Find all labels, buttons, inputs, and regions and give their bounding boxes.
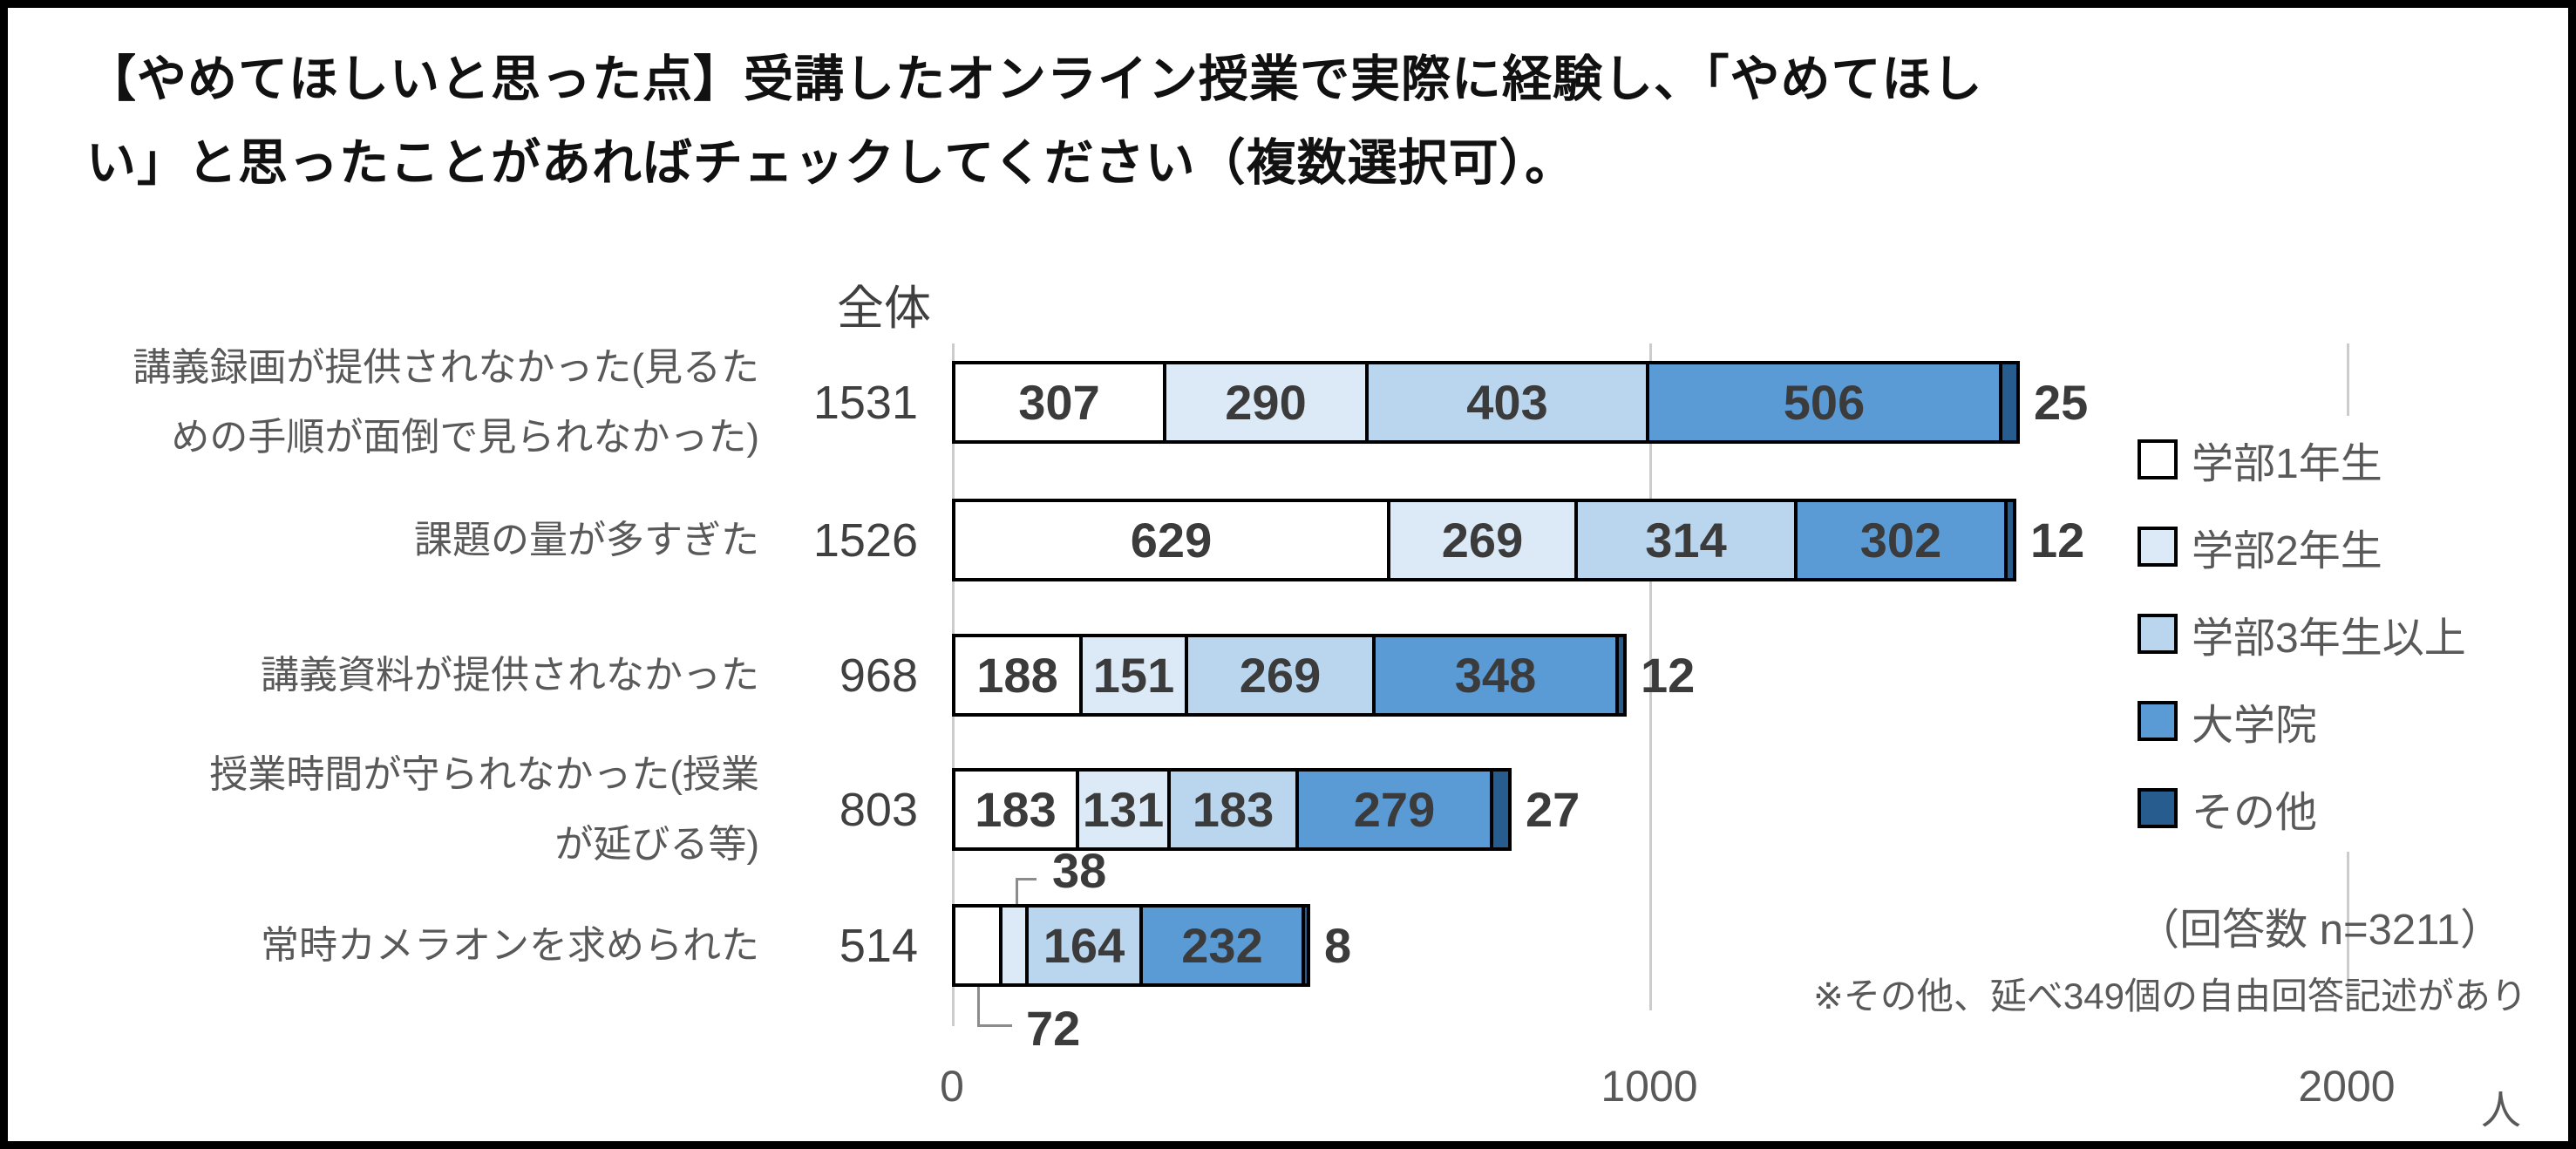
segment-value-label: 269 (1239, 647, 1322, 703)
segment-value-label: 183 (1192, 781, 1274, 837)
legend: 学部1年生学部2年生学部3年生以上 大学院その他 (2122, 416, 2568, 852)
bar-segment-大学院: 348 (1376, 634, 1619, 717)
legend-swatch-icon (2138, 527, 2178, 567)
gridline-1000 (1649, 343, 1652, 1010)
bar-segment-学部3年生以上: 269 (1188, 634, 1376, 717)
total-value-label: 1526 (812, 514, 918, 567)
end-value-label: 12 (1641, 648, 1696, 703)
bar-segment-学部2年生: 131 (1079, 768, 1171, 851)
total-value-label: 968 (839, 649, 918, 702)
segment-value-label: 307 (1018, 374, 1100, 430)
chart-title-line1: 【やめてほしいと思った点】受講したオンライン授業で実際に経験し、「やめてほし (86, 51, 1983, 107)
segment-value-label: 348 (1454, 647, 1537, 703)
bar-segment-大学院: 506 (1649, 361, 2002, 444)
segment-value-label: 131 (1082, 781, 1165, 837)
legend-label: 学部1年生 (2192, 441, 2382, 487)
legend-label: 学部3年生以上 (2192, 615, 2466, 662)
end-value-label: 25 (2034, 375, 2089, 430)
bar-segment-その他 (1619, 634, 1627, 717)
segment-value-label: 629 (1130, 512, 1213, 568)
bar-segment-その他 (2008, 499, 2016, 581)
end-value-label: 12 (2030, 513, 2085, 568)
segment-value-label: 279 (1353, 781, 1436, 837)
bar-segment-学部2年生: 269 (1390, 499, 1578, 581)
category-label: 授業時間が守られなかった(授業 が延びる等) (209, 753, 759, 866)
total-value-label: 1531 (812, 377, 918, 429)
segment-value-label: 290 (1225, 374, 1307, 430)
category-label: 講義録画が提供されなかった(見るた めの手順が面倒で見られなかった) (133, 346, 759, 459)
legend-item-学部1年生: 学部1年生 (2122, 416, 2568, 503)
legend-item-学部3年生以上: 学部3年生以上 (2122, 590, 2568, 677)
bar-segment-大学院: 232 (1143, 904, 1305, 987)
bar-segment-その他 (1305, 904, 1310, 987)
segment-value-label: 314 (1645, 512, 1727, 568)
legend-swatch-icon (2138, 439, 2178, 479)
legend-label: その他 (2192, 790, 2318, 836)
chart-title: 【やめてほしいと思った点】受講したオンライン授業で実際に経験し、「やめてほし い… (86, 37, 2527, 205)
legend-swatch-icon (2138, 614, 2178, 654)
bar-segment-学部1年生: 183 (952, 768, 1079, 851)
callout-leader-line (977, 1024, 1012, 1027)
total-value-label: 514 (839, 920, 918, 972)
bar-segment-学部1年生: 188 (952, 634, 1083, 717)
x-axis-tick-0: 0 (940, 1062, 964, 1111)
bar-segment-学部3年生以上: 314 (1578, 499, 1798, 581)
callout-value-label: 72 (1026, 1001, 1081, 1056)
bar-segment-その他 (2002, 361, 2020, 444)
end-value-label: 27 (1526, 782, 1580, 837)
legend-item-大学院: 大学院 (2122, 677, 2568, 765)
legend-label: 大学院 (2192, 703, 2318, 749)
legend-swatch-icon (2138, 788, 2178, 828)
x-axis-tick-2000: 2000 (2298, 1062, 2396, 1111)
segment-value-label: 232 (1181, 917, 1263, 973)
bar-segment-学部2年生: 290 (1166, 361, 1369, 444)
legend-swatch-icon (2138, 701, 2178, 741)
category-label: 講義資料が提供されなかった (261, 654, 759, 697)
segment-value-label: 188 (976, 647, 1058, 703)
callout-leader-line (977, 987, 980, 1027)
segment-value-label: 302 (1859, 512, 1942, 568)
total-column-header: 全体 (837, 282, 931, 335)
x-axis-tick-1000: 1000 (1601, 1062, 1698, 1111)
x-axis-unit-label: 人 (2481, 1087, 2521, 1132)
bar-segment-その他 (1493, 768, 1512, 851)
segment-value-label: 183 (975, 781, 1057, 837)
respondents-count-note: （回答数 n=3211） (2137, 907, 2503, 954)
legend-item-その他: その他 (2122, 765, 2568, 852)
bar-segment-学部1年生 (952, 904, 1003, 987)
segment-value-label: 403 (1466, 374, 1548, 430)
segment-value-label: 164 (1043, 917, 1125, 973)
chart-title-line2: い」と思ったことがあればチェックしてください（複数選択可）。 (86, 135, 1576, 191)
callout-value-label: 38 (1052, 843, 1107, 898)
end-value-label: 8 (1324, 918, 1352, 973)
other-answers-note: ※その他、延べ349個の自由回答記述があり (1812, 976, 2527, 1016)
total-value-label: 803 (839, 784, 918, 836)
segment-value-label: 506 (1783, 374, 1866, 430)
callout-leader-line (1016, 878, 1037, 880)
bar-segment-学部3年生以上: 183 (1171, 768, 1299, 851)
bar-segment-大学院: 279 (1299, 768, 1493, 851)
callout-leader-line (1016, 878, 1018, 904)
bar-segment-学部2年生: 151 (1083, 634, 1188, 717)
legend-item-学部2年生: 学部2年生 (2122, 503, 2568, 590)
bar-segment-学部3年生以上: 164 (1029, 904, 1143, 987)
legend-label: 学部2年生 (2192, 528, 2382, 574)
bar-segment-学部2年生 (1003, 904, 1029, 987)
category-label: 課題の量が多すぎた (414, 519, 759, 561)
bar-segment-学部1年生: 629 (952, 499, 1390, 581)
bar-segment-学部3年生以上: 403 (1369, 361, 1649, 444)
bar-segment-学部1年生: 307 (952, 361, 1166, 444)
bar-segment-大学院: 302 (1798, 499, 2008, 581)
category-label: 常時カメラオンを求められた (261, 924, 759, 967)
segment-value-label: 269 (1441, 512, 1524, 568)
segment-value-label: 151 (1092, 647, 1175, 703)
